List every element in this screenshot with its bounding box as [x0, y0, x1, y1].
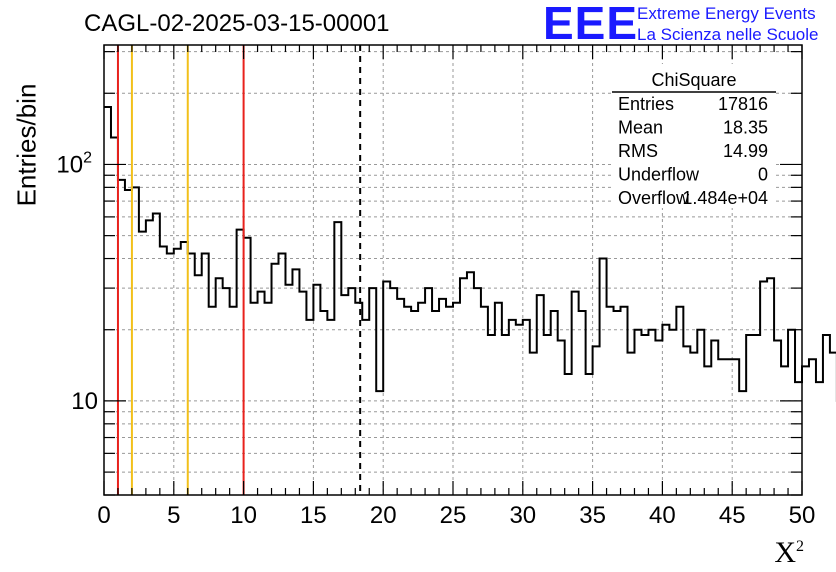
x-tick-label: 45 [719, 502, 746, 529]
eee-logo-line2: La Scienza nelle Scuole [637, 25, 819, 44]
x-tick-label: 15 [300, 502, 327, 529]
eee-logo-line1: Extreme Energy Events [637, 4, 816, 23]
stats-row-label: RMS [618, 141, 658, 161]
x-tick-label: 0 [97, 502, 110, 529]
stats-row-value: 18.35 [723, 118, 768, 138]
stats-row-value: 1.484e+04 [682, 188, 768, 208]
x-axis-label: X2 [774, 536, 804, 570]
x-tick-label: 10 [230, 502, 257, 529]
stats-row-value: 0 [758, 165, 768, 185]
stats-box [612, 64, 776, 208]
x-tick-label: 20 [370, 502, 397, 529]
eee-logo: EEE [543, 0, 639, 49]
chart-title: CAGL-02-2025-03-15-00001 [84, 10, 390, 37]
stats-row-value: 14.99 [723, 141, 768, 161]
y-tick-label: 10 [71, 388, 98, 415]
x-tick-label: 40 [649, 502, 676, 529]
histogram-series [104, 105, 836, 402]
x-tick-label: 35 [579, 502, 606, 529]
stats-row-label: Entries [618, 94, 674, 114]
x-tick-label: 50 [789, 502, 816, 529]
x-axis-label-text: X [774, 536, 796, 569]
stats-row-label: Mean [618, 118, 663, 138]
stats-row-value: 17816 [718, 94, 768, 114]
stats-row-label: Overflow [618, 188, 690, 208]
x-tick-label: 5 [167, 502, 180, 529]
x-axis-label-superscript: 2 [796, 538, 804, 555]
x-tick-label: 25 [440, 502, 467, 529]
stats-row-label: Underflow [618, 165, 700, 185]
x-tick-label: 30 [509, 502, 536, 529]
y-tick-label: 102 [56, 149, 92, 178]
stats-box-title: ChiSquare [651, 70, 736, 90]
